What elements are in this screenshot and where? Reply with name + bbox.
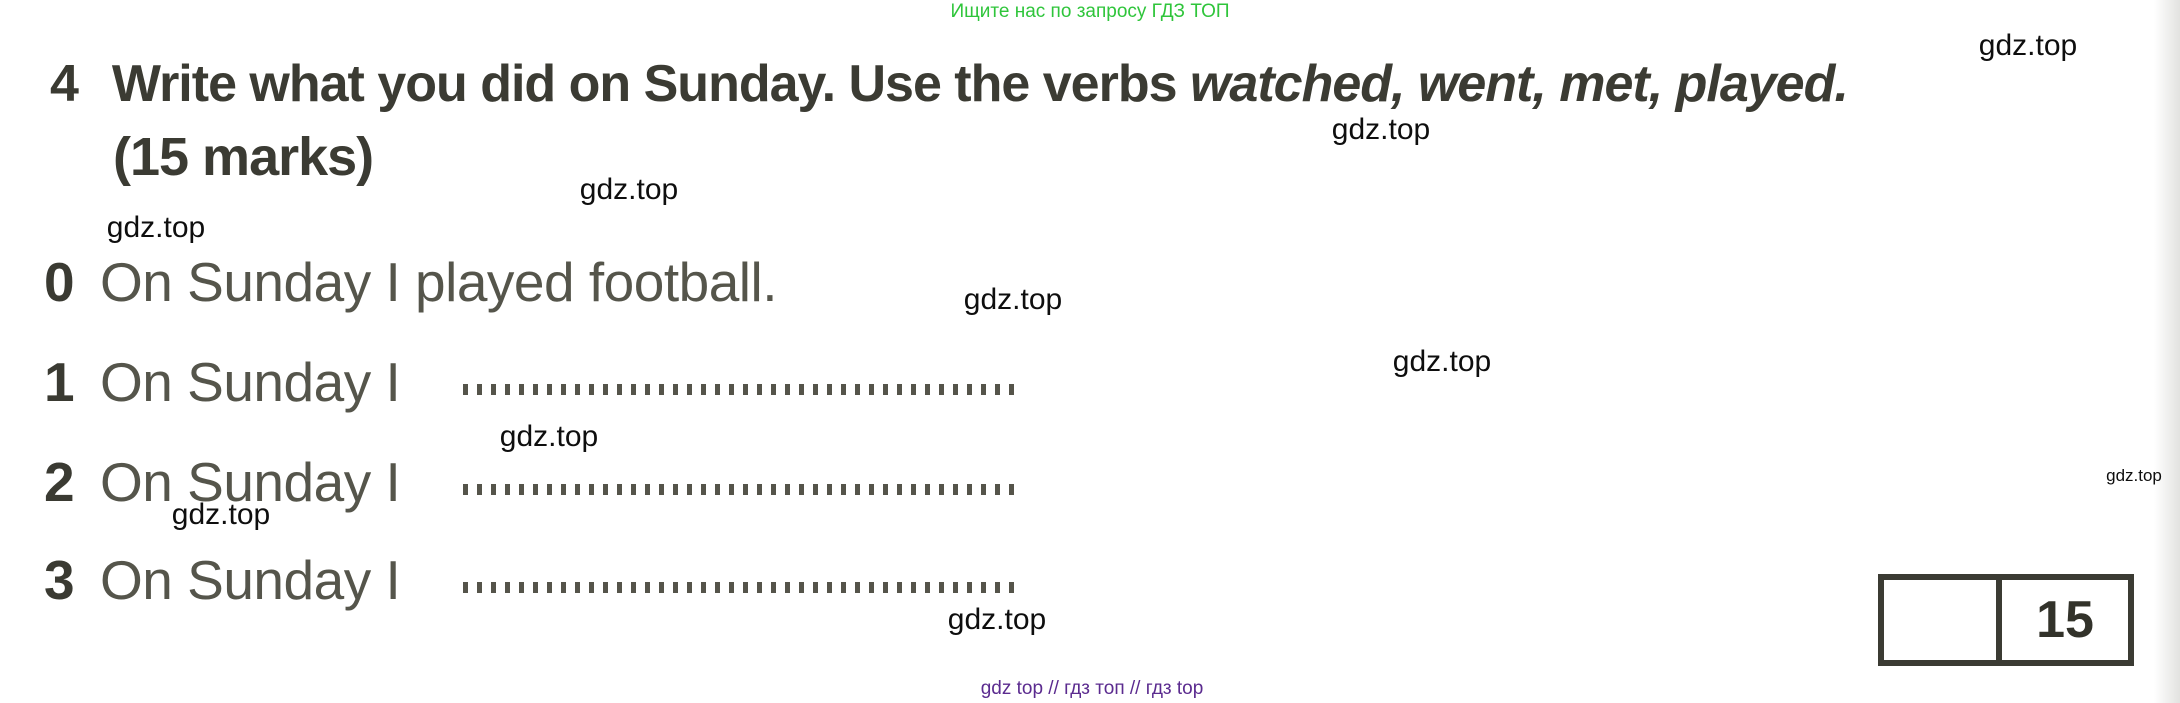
line-number: 3 (44, 549, 75, 611)
watermark-gdz-top: gdz.top (106, 211, 206, 244)
site-footer-text: gdz top // гдз топ // гдз top (980, 678, 1204, 699)
marks-score-box: 15 (1878, 574, 2134, 666)
watermark-gdz-top: gdz.top (947, 603, 1047, 636)
line-number: 2 (44, 451, 75, 513)
line-text: On Sunday I played football. (100, 251, 778, 313)
watermark-gdz-top: gdz.top (579, 173, 679, 206)
exercise-title: 4 Write what you did on Sunday. Use the v… (50, 54, 1849, 114)
task-line-1: 1 On Sunday I (44, 350, 401, 414)
exercise-title-verbs: watched, went, met, played. (1189, 55, 1849, 113)
line-text: On Sunday I (100, 451, 401, 513)
exercise-title-text: Write what you did on Sunday. Use the ve… (111, 55, 1190, 113)
answer-blank-dotted-line (463, 582, 1023, 593)
task-line-2: 2 On Sunday I (44, 450, 401, 514)
line-text: On Sunday I (100, 549, 401, 611)
marks-note: (15 marks) (113, 127, 374, 187)
watermark-gdz-top: gdz.top (2106, 466, 2162, 485)
answer-blank-dotted-line (463, 484, 1023, 495)
watermark-gdz-top: gdz.top (963, 283, 1063, 316)
watermark-gdz-top: gdz.top (499, 420, 599, 453)
line-text: On Sunday I (100, 351, 401, 413)
watermark-gdz-top: gdz.top (1392, 345, 1492, 378)
marks-box-total: 15 (2036, 591, 2094, 649)
watermark-gdz-top: gdz.top (1331, 113, 1431, 146)
exercise-number: 4 (50, 55, 79, 113)
answer-blank-dotted-line (463, 384, 1023, 395)
task-line-example: 0 On Sunday I played football. (44, 250, 778, 314)
line-number: 1 (44, 351, 75, 413)
page-scan-edge-shadow (2154, 0, 2180, 703)
watermark-gdz-top: gdz.top (1978, 29, 2078, 62)
marks-box-empty-cell (1884, 580, 2002, 660)
watermark-gdz-top: gdz.top (171, 498, 271, 531)
task-line-3: 3 On Sunday I (44, 548, 401, 612)
line-number: 0 (44, 251, 75, 313)
site-search-banner: Ищите нас по запросу ГДЗ ТОП (950, 1, 1230, 22)
